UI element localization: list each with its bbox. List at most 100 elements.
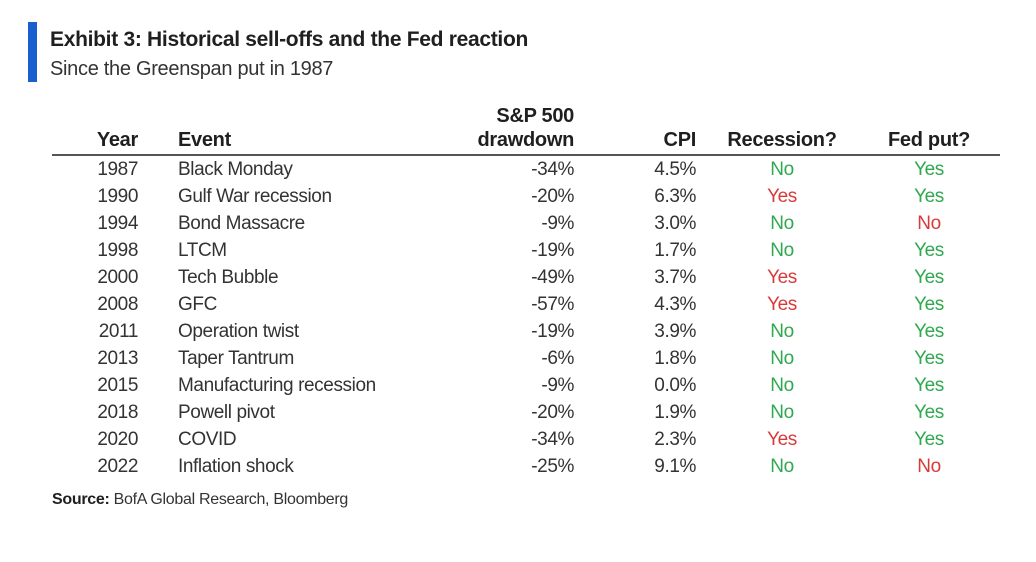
cell-cpi: 1.7% [654, 240, 696, 261]
cell-fed-put: Yes [914, 348, 944, 369]
cell-event: Powell pivot [178, 402, 275, 423]
table-row: 2022 Inflation shock -25% 9.1% No No [52, 453, 1000, 480]
cell-fed-put: Yes [914, 186, 944, 207]
table-row: 1990 Gulf War recession -20% 6.3% Yes Yes [52, 183, 1000, 210]
chart-subtitle: Since the Greenspan put in 1987 [50, 58, 334, 80]
cell-cpi: 3.0% [654, 213, 696, 234]
cell-cpi: 3.9% [654, 321, 696, 342]
cell-drawdown: -9% [541, 375, 574, 396]
cell-fed-put: Yes [914, 402, 944, 423]
cell-event: Operation twist [178, 321, 299, 342]
cell-event: Black Monday [178, 159, 293, 180]
cell-event: Inflation shock [178, 456, 294, 477]
cell-event: GFC [178, 294, 217, 315]
cell-drawdown: -6% [541, 348, 574, 369]
source-label: Source: [52, 491, 110, 508]
cell-event: COVID [178, 429, 237, 450]
cell-drawdown: -49% [531, 267, 574, 288]
table-header: Year Event S&P 500 drawdown CPI Recessio… [52, 102, 1000, 156]
cell-fed-put: Yes [914, 267, 944, 288]
cell-event: Taper Tantrum [178, 348, 294, 369]
cell-cpi: 0.0% [654, 375, 696, 396]
table-row: 2020 COVID -34% 2.3% Yes Yes [52, 426, 1000, 453]
table-row: 2013 Taper Tantrum -6% 1.8% No Yes [52, 345, 1000, 372]
cell-year: 2013 [97, 348, 138, 369]
header-cpi: CPI [663, 129, 697, 151]
cell-year: 2018 [97, 402, 138, 423]
table-row: 2018 Powell pivot -20% 1.9% No Yes [52, 399, 1000, 426]
sell-off-table: Year Event S&P 500 drawdown CPI Recessio… [52, 102, 1000, 480]
cell-recession: No [770, 456, 794, 477]
cell-year: 1987 [97, 159, 138, 180]
cell-recession: Yes [767, 186, 797, 207]
source-text: BofA Global Research, Bloomberg [109, 491, 349, 508]
cell-year: 1994 [97, 213, 138, 234]
header-year: Year [96, 129, 138, 151]
cell-cpi: 9.1% [654, 456, 696, 477]
cell-year: 2020 [97, 429, 138, 450]
cell-fed-put: Yes [914, 240, 944, 261]
cell-year: 2000 [97, 267, 138, 288]
cell-year: 1990 [97, 186, 138, 207]
cell-recession: Yes [767, 429, 797, 450]
accent-bar [28, 22, 37, 82]
cell-event: Bond Massacre [178, 213, 305, 234]
header-drawdown-line2: drawdown [477, 129, 575, 151]
cell-recession: Yes [767, 267, 797, 288]
table-row: 2008 GFC -57% 4.3% Yes Yes [52, 291, 1000, 318]
cell-event: Tech Bubble [178, 267, 279, 288]
cell-drawdown: -25% [531, 456, 574, 477]
cell-fed-put: Yes [914, 375, 944, 396]
header-event: Event [178, 129, 231, 151]
cell-drawdown: -19% [531, 321, 574, 342]
cell-fed-put: Yes [914, 429, 944, 450]
chart-title: Exhibit 3: Historical sell-offs and the … [50, 28, 528, 51]
cell-year: 2011 [98, 321, 139, 342]
cell-drawdown: -19% [531, 240, 574, 261]
cell-drawdown: -9% [541, 213, 574, 234]
cell-recession: No [770, 159, 794, 180]
cell-recession: No [770, 213, 794, 234]
cell-recession: No [770, 375, 794, 396]
cell-year: 2008 [97, 294, 138, 315]
cell-drawdown: -34% [531, 159, 574, 180]
source-note: Source: BofA Global Research, Bloomberg [52, 491, 348, 509]
table-row: 1987 Black Monday -34% 4.5% No Yes [52, 156, 1000, 183]
cell-cpi: 3.7% [654, 267, 696, 288]
cell-recession: No [770, 348, 794, 369]
cell-year: 2022 [97, 456, 138, 477]
cell-year: 1998 [97, 240, 138, 261]
cell-drawdown: -20% [531, 186, 574, 207]
cell-cpi: 4.3% [654, 294, 696, 315]
table-row: 1998 LTCM -19% 1.7% No Yes [52, 237, 1000, 264]
cell-recession: No [770, 321, 794, 342]
table-row: 1994 Bond Massacre -9% 3.0% No No [52, 210, 1000, 237]
table-row: 2015 Manufacturing recession -9% 0.0% No Yes [52, 372, 1000, 399]
cell-drawdown: -20% [531, 402, 574, 423]
cell-event: Manufacturing recession [178, 375, 376, 396]
cell-fed-put: Yes [914, 294, 944, 315]
table-row: 2011 Operation twist -19% 3.9% No Yes [52, 318, 1000, 345]
cell-event: LTCM [178, 240, 227, 261]
table-row: 2000 Tech Bubble -49% 3.7% Yes Yes [52, 264, 1000, 291]
table-body: 1987 Black Monday -34% 4.5% No Yes 1990 Gulf Wa… [52, 156, 1000, 480]
cell-cpi: 4.5% [654, 159, 696, 180]
header-recession: Recession? [727, 129, 837, 151]
cell-cpi: 1.8% [654, 348, 696, 369]
cell-fed-put: Yes [914, 321, 944, 342]
cell-year: 2015 [97, 375, 138, 396]
cell-drawdown: -34% [531, 429, 574, 450]
cell-cpi: 2.3% [654, 429, 696, 450]
cell-drawdown: -57% [531, 294, 574, 315]
cell-fed-put: No [917, 213, 941, 234]
cell-recession: Yes [767, 294, 797, 315]
cell-event: Gulf War recession [178, 186, 332, 207]
cell-fed-put: No [917, 456, 941, 477]
header-fed-put: Fed put? [887, 129, 971, 151]
cell-cpi: 1.9% [654, 402, 696, 423]
cell-recession: No [770, 240, 794, 261]
header-drawdown-line1: S&P 500 [496, 105, 574, 127]
cell-cpi: 6.3% [654, 186, 696, 207]
cell-recession: No [770, 402, 794, 423]
header-drawdown: S&P 500 drawdown [452, 104, 575, 152]
